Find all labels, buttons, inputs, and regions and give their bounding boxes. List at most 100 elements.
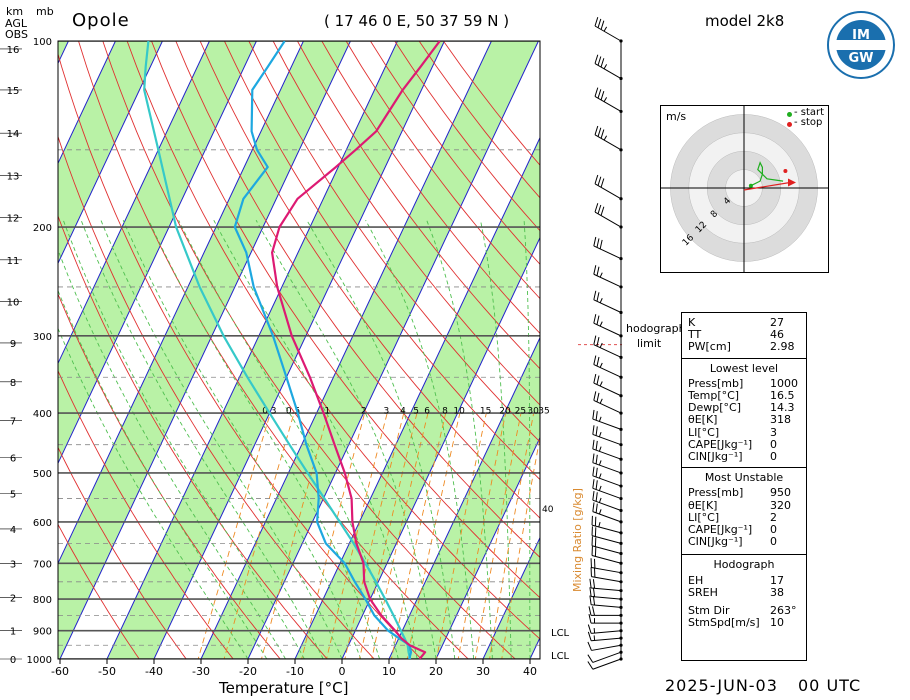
km-unit-label: km (6, 5, 24, 18)
wind-barb-full (592, 502, 595, 512)
wind-barb-full (592, 587, 596, 597)
wind-barb-staff (593, 399, 622, 414)
obs-label: OBS (5, 28, 28, 41)
indices-table: K 27 TT 46 PW[cm] 2.98 Lowest level Press[mb]… (681, 312, 807, 661)
hodograph-start-point (748, 183, 753, 188)
mixing-ratio-line (371, 412, 429, 659)
km-tick-label: 7 (10, 416, 16, 427)
km-tick-label: 0 (10, 655, 16, 666)
x-tick-label: 30 (476, 665, 490, 678)
wind-barb-half (599, 298, 603, 303)
dry-adiabat (223, 41, 540, 481)
moist-adiabat (213, 219, 418, 659)
wind-barb-full (594, 125, 599, 135)
dry-adiabat (321, 41, 540, 335)
wind-barb-half (598, 416, 602, 422)
wind-barb-full (595, 480, 598, 490)
wind-barb-full (596, 292, 600, 302)
wind-barb-half (603, 64, 608, 70)
valid-date: 2025-JUN-03 (665, 676, 778, 695)
wind-barb-full (597, 127, 602, 137)
wind-barb-half (599, 362, 603, 368)
wind-barb-staff (591, 576, 622, 583)
most-unstable-row: Press[mb] 950 (682, 487, 806, 499)
wind-barb-half (598, 473, 602, 479)
wind-barb-full (587, 631, 592, 641)
wind-barb-staff (593, 364, 622, 378)
wind-barb-full (592, 409, 595, 420)
moist-adiabat (58, 327, 249, 659)
lcl-label-lower: LCL (551, 651, 570, 662)
wind-barb-full (592, 466, 595, 476)
wind-barb-half (599, 398, 603, 404)
start-marker-icon (787, 112, 792, 117)
dry-adiabat (58, 214, 328, 659)
wind-barb-half (603, 26, 608, 32)
most-unstable-key: θE[K] (688, 498, 718, 512)
storm-motion-row: Stm Dir 263° (682, 604, 806, 618)
wind-level-dot (619, 588, 623, 593)
wind-barb-half (598, 509, 602, 515)
moist-adiabat (549, 220, 560, 659)
x-tick-label: -60 (51, 665, 69, 678)
wind-barb-staff (591, 524, 622, 534)
wind-barb-full (588, 614, 592, 624)
most-unstable-key: CIN[Jkg⁻¹] (688, 535, 743, 549)
wind-barb-full (595, 503, 598, 513)
x-axis-title: Temperature [°C] (219, 679, 349, 697)
lowest-level-value: 1000 (770, 376, 798, 390)
wind-barb-staff (591, 630, 622, 634)
isotherm (482, 536, 540, 659)
wind-barb-staff (591, 595, 622, 600)
wind-barb-full (595, 492, 598, 502)
dry-adiabat (58, 369, 234, 659)
wind-barb-staff (593, 382, 622, 397)
wind-barb-full (587, 624, 592, 634)
wind-barb-full (595, 411, 598, 421)
wind-barb-full (600, 58, 605, 68)
mixing-ratio-label: 10 (453, 406, 465, 416)
x-tick-label: -10 (286, 665, 304, 678)
wind-barb-full (592, 491, 595, 501)
lowest-level-row: Dewp[°C] 14.3 (682, 402, 806, 414)
pressure-tick-label: 500 (33, 469, 52, 480)
lowest-level-row: CIN[Jkg⁻¹] 0 (682, 450, 806, 464)
km-tick-label: 2 (10, 593, 16, 604)
storm-motion-key: Stm Dir (688, 604, 730, 618)
mixing-ratio-line (489, 413, 535, 659)
mixing-ratio-label: 2 (361, 406, 367, 416)
dewpoint-curve (233, 41, 413, 659)
wind-barb-staff (594, 134, 622, 151)
hodograph-index-row: SREH 38 (682, 586, 806, 599)
wind-barb-full (593, 373, 597, 384)
pressure-tick-label: 300 (33, 332, 52, 343)
wind-barb-full (593, 355, 597, 365)
lowest-level-row: Temp[°C] 16.5 (682, 389, 806, 403)
wind-barb-full (595, 426, 598, 436)
x-tick-label: 40 (523, 665, 537, 678)
forty-label: 40 (542, 505, 554, 515)
lowest-level-value: 0 (770, 437, 777, 451)
wind-barb-staff (591, 587, 622, 592)
storm-motion-row: StmSpd[m/s] 10 (682, 617, 806, 629)
mixing-ratio-line (390, 413, 447, 659)
index-value: 2.98 (770, 340, 795, 354)
most-unstable-value: 2 (770, 510, 777, 524)
km-tick-label: 14 (7, 129, 20, 140)
wind-barb-full (596, 238, 600, 248)
wind-barb-staff (592, 499, 622, 511)
x-tick-label: -20 (239, 665, 257, 678)
wind-barb-staff (594, 183, 622, 200)
dry-adiabat (248, 41, 540, 443)
hodograph-index-value: 17 (770, 573, 784, 587)
most-unstable-title: Most Unstable (704, 471, 784, 485)
lowest-level-key: CIN[Jkg⁻¹] (688, 450, 743, 464)
hodograph-index-key: EH (688, 573, 704, 587)
wind-barb-staff (592, 651, 622, 663)
wind-barb-full (600, 178, 605, 188)
wind-barb-full (600, 206, 605, 216)
dry-adiabat (126, 41, 540, 640)
wind-barb-staff (592, 475, 622, 487)
lowest-level-value: 16.5 (770, 389, 795, 403)
